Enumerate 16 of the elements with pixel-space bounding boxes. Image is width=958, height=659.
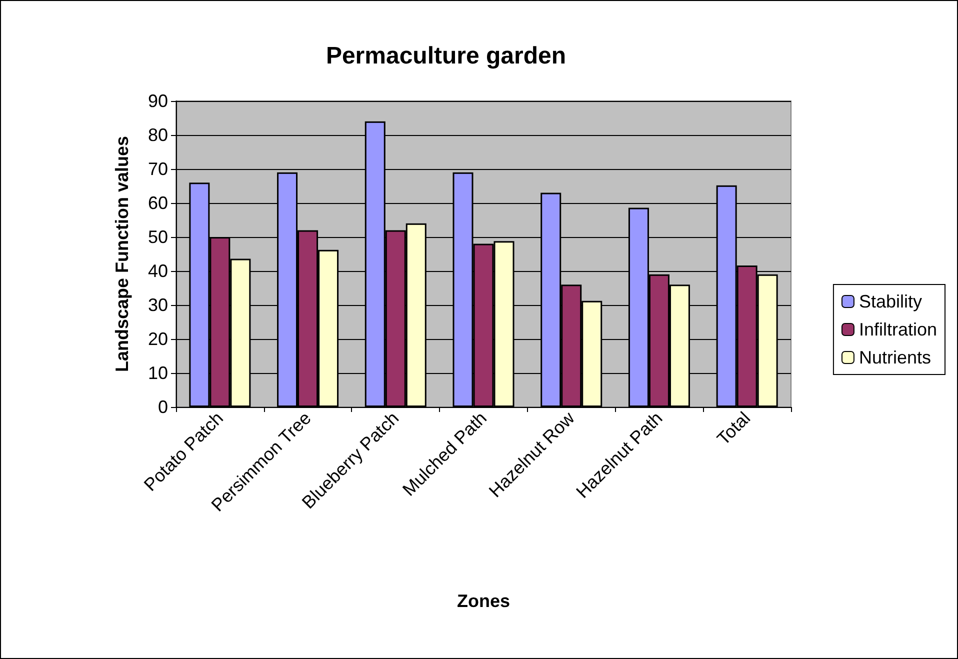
legend-label: Nutrients — [858, 348, 931, 368]
y-tick-label: 90 — [148, 91, 168, 111]
y-axis-title: Landscape Function values — [112, 136, 132, 372]
y-tick-label: 20 — [148, 329, 168, 349]
x-axis-title: Zones — [456, 591, 510, 611]
y-tick-label: 10 — [148, 363, 168, 383]
legend-label: Stability — [858, 292, 922, 312]
chart-title: Permaculture garden — [326, 42, 566, 70]
y-tick-label: 30 — [148, 295, 168, 315]
y-tick-label: 50 — [148, 227, 168, 247]
y-tick-label: 40 — [148, 261, 168, 281]
y-tick-label: 0 — [158, 397, 168, 417]
y-tick-label: 80 — [148, 125, 168, 145]
y-tick-label: 70 — [148, 159, 168, 179]
legend-label: Infiltration — [858, 320, 938, 340]
y-tick-label: 60 — [148, 193, 168, 213]
